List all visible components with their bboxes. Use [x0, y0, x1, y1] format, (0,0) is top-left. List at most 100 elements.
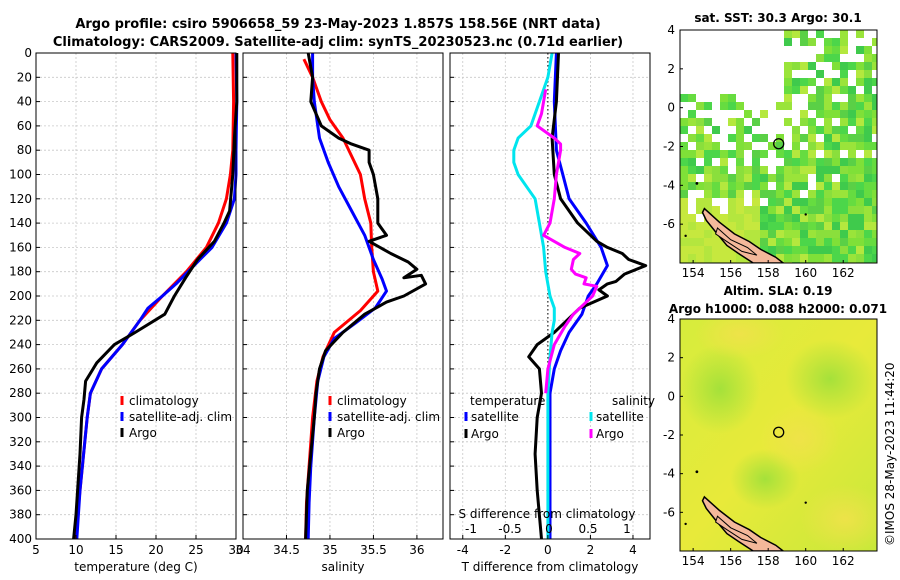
imos-timestamp: ©IMOS 28-May-2023 11:44:20 [883, 362, 897, 546]
sst-cell [848, 166, 856, 174]
sst-cell [800, 110, 808, 118]
y-tick-label: 340 [9, 459, 32, 473]
sst-cell [768, 238, 776, 246]
sst-cell [824, 102, 832, 110]
sst-cell [712, 254, 720, 262]
sst-cell [784, 78, 792, 86]
sst-cell [680, 254, 688, 262]
sst-cell [736, 102, 744, 110]
x-tick-label: 0 [544, 543, 552, 557]
sst-cell [776, 134, 784, 142]
sst-cell [816, 110, 824, 118]
sst-cell [760, 246, 768, 254]
sla-map-panel: Altim. SLA: 0.19 Argo h1000: 0.088 h2000… [663, 284, 887, 568]
sst-cell [680, 166, 688, 174]
sst-cell [864, 126, 872, 134]
sst-cell [872, 198, 877, 206]
sst-cell [792, 174, 800, 182]
sst-cell [840, 214, 848, 222]
sst-cell [824, 118, 832, 126]
sst-cell [840, 222, 848, 230]
sst-cell [712, 150, 720, 158]
sst-cell [800, 166, 808, 174]
island-landmass [715, 227, 758, 256]
sst-cell [840, 30, 848, 38]
sst-cell [704, 166, 712, 174]
map-x-tick-label: 160 [794, 554, 817, 568]
sst-cell [824, 126, 832, 134]
sst-cell [816, 198, 824, 206]
sst-cell [824, 78, 832, 86]
sst-cell [856, 158, 864, 166]
legend-temperature-title: temperature [470, 394, 545, 408]
sst-cell [696, 246, 704, 254]
sst-cell [800, 198, 808, 206]
legend-label: satellite [471, 410, 519, 424]
map-x-tick-label: 162 [832, 554, 855, 568]
temperature-panel: 0 20 40 60 80 100 120 140 160 180 200 220 240 260 280 3… [9, 46, 244, 574]
sst-map-title: sat. SST: 30.3 Argo: 30.1 [694, 11, 861, 25]
x-tick-label: -2 [499, 543, 511, 557]
sst-cell [800, 206, 808, 214]
sst-cell [864, 54, 872, 62]
sst-cell [824, 214, 832, 222]
sst-cell [792, 134, 800, 142]
sst-cell [832, 166, 840, 174]
sst-cell [872, 126, 877, 134]
sst-cell [760, 222, 768, 230]
map-y-tick-label: 4 [667, 23, 675, 37]
sst-cell [792, 142, 800, 150]
sst-cell [760, 190, 768, 198]
sst-cell [704, 150, 712, 158]
sst-cell [816, 246, 824, 254]
sst-cell [704, 198, 712, 206]
sst-cell [856, 182, 864, 190]
sst-cell [832, 46, 840, 54]
sst-cell [752, 230, 760, 238]
sst-cell [760, 150, 768, 158]
sst-cell [808, 222, 816, 230]
sst-cell [768, 190, 776, 198]
map-y-tick-label: 2 [667, 351, 675, 365]
sst-cell [744, 166, 752, 174]
sst-cell [696, 126, 704, 134]
sst-cell [872, 174, 877, 182]
sst-cell [712, 246, 720, 254]
island-landmass [701, 495, 785, 551]
sst-cell [864, 190, 872, 198]
sst-cell [792, 254, 800, 262]
sst-cell [784, 70, 792, 78]
sst-cell [848, 254, 856, 262]
sst-cell [872, 38, 877, 46]
sst-cell [872, 190, 877, 198]
map-x-tick-label: 154 [682, 266, 705, 280]
legend-label: climatology [337, 394, 407, 408]
sla-blob [800, 484, 877, 551]
sst-cell [848, 62, 856, 70]
sst-cell [736, 198, 744, 206]
sst-cell [680, 158, 688, 166]
sst-cell [872, 142, 877, 150]
legend-salinity-title: salinity [612, 394, 655, 408]
sst-cell [784, 254, 792, 262]
map-y-tick-label: 0 [667, 389, 675, 403]
sst-cell [856, 94, 864, 102]
sst-cell [856, 222, 864, 230]
map-x-tick-label: 158 [757, 266, 780, 280]
sst-cell [680, 182, 688, 190]
sst-cell [832, 78, 840, 86]
sst-cell [800, 134, 808, 142]
sst-cell [776, 198, 784, 206]
sst-cell [800, 118, 808, 126]
sst-cell [792, 158, 800, 166]
sst-cell [856, 230, 864, 238]
sst-cell [792, 86, 800, 94]
x-axis-label: salinity [321, 560, 364, 574]
sst-cell [768, 246, 776, 254]
sst-cell [680, 142, 688, 150]
sst-cell [816, 238, 824, 246]
sst-cell [800, 214, 808, 222]
sst-cell [792, 126, 800, 134]
sst-cell [680, 190, 688, 198]
map-y-tick-label: 0 [667, 101, 675, 115]
